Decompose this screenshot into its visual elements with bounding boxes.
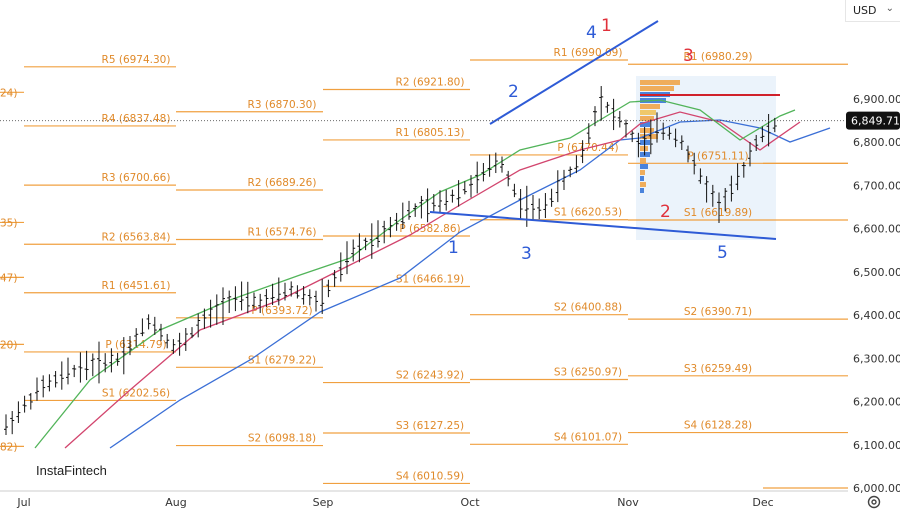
volume-profile-bar xyxy=(640,188,644,193)
y-tick-label: 6,200.00 xyxy=(853,396,900,409)
wave-label: 1 xyxy=(448,238,459,258)
y-tick-label: 6,600.00 xyxy=(853,223,900,236)
wave-label: 1 xyxy=(601,16,612,36)
pivot-label: R1 (6980.29) xyxy=(684,51,753,63)
wave-label: 3 xyxy=(683,46,694,66)
pivot-label: P (6393.72) xyxy=(251,305,312,317)
x-tick-label: Aug xyxy=(165,496,186,509)
y-tick-label: 6,100.00 xyxy=(853,439,900,452)
pivot-label: S1 (6620.53) xyxy=(554,207,622,219)
pivot-label: R1 (6574.76) xyxy=(248,227,317,239)
x-tick-label: Nov xyxy=(617,496,639,509)
pivot-label: S4 (6128.28) xyxy=(684,420,752,432)
wave-label: 2 xyxy=(508,82,519,102)
pivot-label: S2 (6400.88) xyxy=(554,302,622,314)
x-tick-label: Sep xyxy=(313,496,334,509)
pivot-label: R2 (6563.84) xyxy=(102,231,171,243)
wave-label: 4 xyxy=(586,23,597,43)
ma-mid-line xyxy=(64,111,801,449)
gear-icon xyxy=(867,495,881,509)
volume-profile-bar xyxy=(640,122,650,127)
pivot-label: 20) xyxy=(0,339,17,351)
pivot-label: P (6751.11) xyxy=(687,150,748,162)
pivot-label: S3 (6259.49) xyxy=(684,363,752,375)
pivot-label: R4 (6837.48) xyxy=(102,113,171,125)
pivot-label: R1 (6805.13) xyxy=(396,127,465,139)
pivot-label: 24) xyxy=(0,87,17,99)
pivot-label: S4 (6010.59) xyxy=(396,470,464,482)
volume-profile-bar xyxy=(640,146,648,151)
y-tick-label: 6,800.00 xyxy=(853,136,900,149)
y-tick-label: 6,700.00 xyxy=(853,179,900,192)
settings-button[interactable] xyxy=(866,494,882,510)
pivot-label: R1 (6451.61) xyxy=(102,280,171,292)
wave-label: 3 xyxy=(521,244,532,264)
pivot-label: S1 (6466.19) xyxy=(396,273,464,285)
pivot-label: 47) xyxy=(0,272,17,284)
pivot-label: S2 (6390.71) xyxy=(684,306,752,318)
wave-label: 5 xyxy=(717,243,728,263)
pivot-label: S2 (6243.92) xyxy=(396,370,464,382)
volume-profile-bar xyxy=(640,104,660,109)
pivot-label: S1 (6202.56) xyxy=(102,387,170,399)
pivot-label: S1 (6619.89) xyxy=(684,207,752,219)
currency-dropdown[interactable]: USD ⌄ xyxy=(845,0,900,22)
ma-slow-line xyxy=(109,119,831,449)
volume-profile-bar xyxy=(640,116,654,121)
pivot-label: 82) xyxy=(0,441,17,453)
volume-profile-bar xyxy=(640,182,646,187)
y-tick-label: 6,300.00 xyxy=(853,352,900,365)
wave-label: 2 xyxy=(660,202,671,222)
volume-profile-bar xyxy=(640,110,656,115)
current-price-label: 6,849.71 xyxy=(851,115,900,128)
volume-profile-bar xyxy=(640,80,680,85)
pivot-label: R3 (6870.30) xyxy=(248,99,317,111)
volume-profile-bar xyxy=(640,158,646,163)
volume-profile-bar xyxy=(640,164,648,169)
pivot-label: S4 (6101.07) xyxy=(554,431,622,443)
volume-profile-bar xyxy=(640,176,644,181)
y-tick-label: 6,000.00 xyxy=(853,482,900,495)
pivot-label: R5 (6974.30) xyxy=(102,54,171,66)
y-tick-label: 6,500.00 xyxy=(853,266,900,279)
y-tick-label: 6,400.00 xyxy=(853,309,900,322)
x-tick-label: Dec xyxy=(752,496,773,509)
y-tick-label: 6,900.00 xyxy=(853,93,900,106)
pivot-label: S2 (6098.18) xyxy=(248,433,316,445)
volume-profile-bar xyxy=(640,134,658,139)
x-tick-label: Oct xyxy=(460,496,480,509)
currency-label: USD xyxy=(853,4,877,17)
pivot-label: R3 (6700.66) xyxy=(102,172,171,184)
current-price-tag xyxy=(846,111,900,130)
x-tick-label: Jul xyxy=(16,496,30,509)
pivot-label: S1 (6279.22) xyxy=(248,354,316,366)
upper-trendline xyxy=(489,20,659,125)
pivot-label: R2 (6921.80) xyxy=(396,77,465,89)
lower-trendline xyxy=(429,211,777,240)
pivot-label: S3 (6127.25) xyxy=(396,420,464,432)
volume-profile-bar xyxy=(640,86,674,91)
chevron-down-icon: ⌄ xyxy=(885,3,894,14)
pivot-label: R2 (6689.26) xyxy=(248,177,317,189)
pivot-label: 35) xyxy=(0,217,17,229)
volume-profile-bar xyxy=(640,128,654,133)
pivot-label: P (6582.86) xyxy=(399,223,460,235)
volume-profile-bar xyxy=(640,170,645,175)
volume-profile-area xyxy=(636,76,776,240)
brand-logo: InstaFintech xyxy=(36,463,107,478)
pivot-label: R1 (6990.09) xyxy=(554,47,623,59)
pivot-label: S3 (6250.97) xyxy=(554,367,622,379)
